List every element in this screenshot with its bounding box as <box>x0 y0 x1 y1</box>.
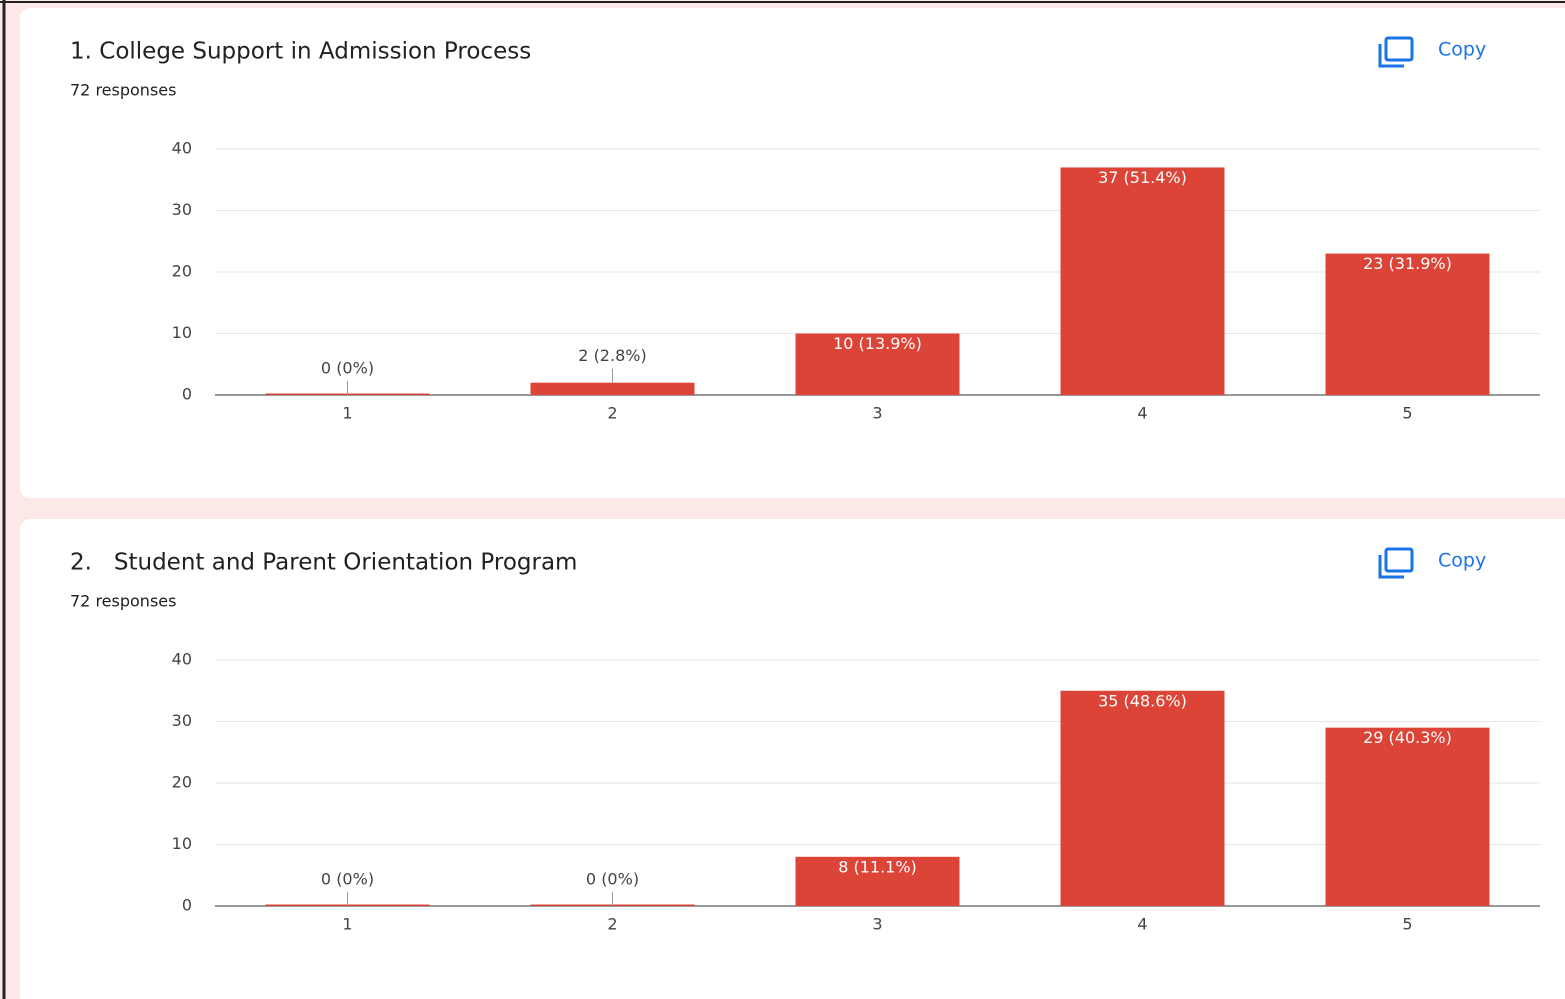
y-tick-label: 30 <box>172 200 192 219</box>
x-tick-label: 3 <box>872 915 882 934</box>
x-tick-label: 4 <box>1137 915 1147 934</box>
response-count: 72 responses <box>70 81 176 100</box>
x-tick-label: 2 <box>607 404 617 423</box>
card <box>20 8 1565 498</box>
copy-icon[interactable] <box>1384 36 1414 62</box>
x-tick-label: 1 <box>342 915 352 934</box>
value-label: 0 (0%) <box>321 359 374 378</box>
value-label: 35 (48.6%) <box>1098 691 1187 710</box>
y-tick-label: 0 <box>182 385 192 404</box>
value-label: 37 (51.4%) <box>1098 168 1187 187</box>
value-label: 0 (0%) <box>321 870 374 889</box>
x-tick-label: 3 <box>872 404 882 423</box>
bar <box>1060 690 1225 906</box>
bar <box>795 856 960 906</box>
y-tick-label: 10 <box>172 834 192 853</box>
value-label: 23 (31.9%) <box>1363 254 1452 273</box>
y-tick-label: 20 <box>172 262 192 281</box>
y-tick-label: 0 <box>182 896 192 915</box>
y-tick-label: 20 <box>172 773 192 792</box>
x-tick-label: 4 <box>1137 404 1147 423</box>
response-count: 72 responses <box>70 592 176 611</box>
bar <box>1325 727 1490 906</box>
copy-button[interactable]: Copy <box>1438 39 1486 61</box>
x-tick-label: 5 <box>1402 404 1412 423</box>
y-tick-label: 10 <box>172 323 192 342</box>
bar <box>530 382 695 395</box>
y-tick-label: 30 <box>172 711 192 730</box>
value-label: 0 (0%) <box>586 870 639 889</box>
bar <box>795 333 960 395</box>
y-tick-label: 40 <box>172 139 192 158</box>
copy-icon[interactable] <box>1384 547 1414 573</box>
copy-icon[interactable] <box>1378 555 1404 579</box>
bar <box>1060 167 1225 395</box>
value-label: 8 (11.1%) <box>838 857 917 876</box>
copy-button[interactable]: Copy <box>1438 550 1486 572</box>
card-title: 2. Student and Parent Orientation Progra… <box>70 550 577 576</box>
bar <box>1325 253 1490 395</box>
card-title: 1. College Support in Admission Process <box>70 39 531 65</box>
x-tick-label: 5 <box>1402 915 1412 934</box>
x-tick-label: 2 <box>607 915 617 934</box>
y-tick-label: 40 <box>172 650 192 669</box>
value-label: 29 (40.3%) <box>1363 728 1452 747</box>
value-label: 10 (13.9%) <box>833 334 922 353</box>
x-tick-label: 1 <box>342 404 352 423</box>
copy-icon[interactable] <box>1378 44 1404 68</box>
value-label: 2 (2.8%) <box>578 346 646 365</box>
